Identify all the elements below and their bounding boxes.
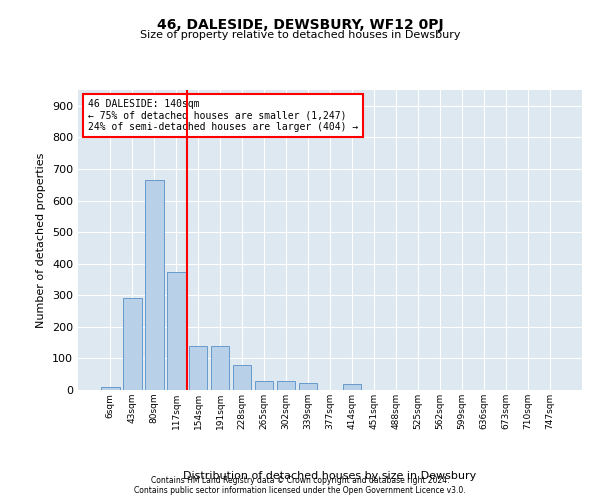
Bar xyxy=(255,380,274,390)
Bar xyxy=(123,298,142,390)
Text: Contains public sector information licensed under the Open Government Licence v3: Contains public sector information licen… xyxy=(134,486,466,495)
Bar xyxy=(299,383,317,390)
Bar xyxy=(145,180,164,390)
Bar xyxy=(101,387,119,390)
Bar xyxy=(189,346,208,390)
Bar xyxy=(277,381,295,390)
Bar xyxy=(233,364,251,390)
Text: Contains HM Land Registry data © Crown copyright and database right 2024.: Contains HM Land Registry data © Crown c… xyxy=(151,476,449,485)
Y-axis label: Number of detached properties: Number of detached properties xyxy=(37,152,46,328)
Text: 46 DALESIDE: 140sqm
← 75% of detached houses are smaller (1,247)
24% of semi-det: 46 DALESIDE: 140sqm ← 75% of detached ho… xyxy=(88,99,358,132)
X-axis label: Distribution of detached houses by size in Dewsbury: Distribution of detached houses by size … xyxy=(184,471,476,481)
Bar xyxy=(343,384,361,390)
Text: 46, DALESIDE, DEWSBURY, WF12 0PJ: 46, DALESIDE, DEWSBURY, WF12 0PJ xyxy=(157,18,443,32)
Text: Size of property relative to detached houses in Dewsbury: Size of property relative to detached ho… xyxy=(140,30,460,40)
Bar xyxy=(211,346,229,390)
Bar xyxy=(167,272,185,390)
